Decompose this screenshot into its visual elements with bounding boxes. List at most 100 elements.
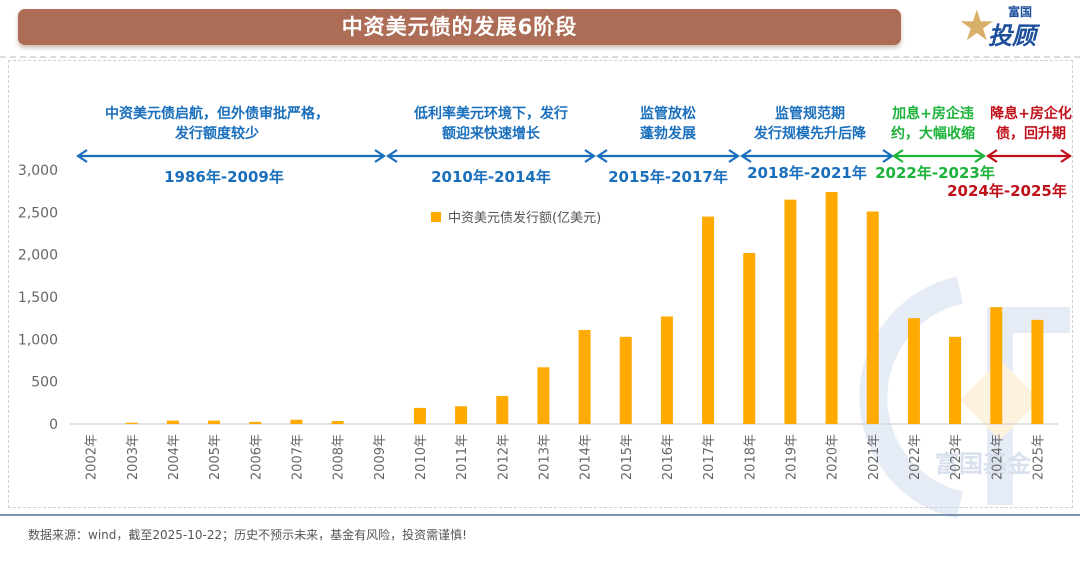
legend-label: 中资美元债发行额(亿美元) <box>448 210 601 226</box>
y-tick-label: 2,000 <box>18 248 58 264</box>
phase-description-line2: 发行规模先升后降 <box>753 125 867 142</box>
bar-2016年 <box>660 316 673 424</box>
x-tick-label: 2015年 <box>620 434 635 480</box>
arrow-left-icon <box>740 149 752 163</box>
phase-description-line2: 约，大幅收缩 <box>891 125 975 142</box>
x-tick-label: 2005年 <box>208 434 223 480</box>
x-tick-label: 2014年 <box>579 434 594 480</box>
bar-2003年 <box>125 422 138 424</box>
legend-swatch <box>431 212 441 222</box>
x-tick-label: 2010年 <box>414 434 429 480</box>
bar-2022年 <box>907 318 920 424</box>
logo-main-text: 投顾 <box>988 22 1036 50</box>
phase-description-line1: 低利率美元环境下，发行 <box>413 105 568 122</box>
brand-logo: ★ 富国 投顾 <box>958 1 1076 51</box>
bar-2014年 <box>578 330 591 424</box>
phase-description-line2: 债，回升期 <box>996 125 1066 142</box>
star-icon: ★ <box>958 1 996 50</box>
bar-2004年 <box>166 420 179 424</box>
x-tick-label: 2013年 <box>537 434 552 480</box>
bar-2015年 <box>619 336 632 424</box>
x-tick-label: 2021年 <box>867 434 882 480</box>
bar-2005年 <box>208 420 221 424</box>
x-tick-label: 2006年 <box>249 434 264 480</box>
x-tick-label: 2007年 <box>290 434 305 480</box>
bar-2025年 <box>1031 319 1044 424</box>
arrow-right-icon <box>728 149 740 163</box>
bar-2018年 <box>743 252 756 424</box>
phase-description-line2: 发行额度较少 <box>174 125 259 142</box>
y-tick-label: 500 <box>31 375 58 391</box>
bar-2024年 <box>990 307 1003 424</box>
phase-description-line2: 额迎来快速增长 <box>442 125 541 142</box>
arrow-left-icon <box>986 149 998 163</box>
header-divider <box>0 56 1080 58</box>
x-tick-label: 2016年 <box>661 434 676 480</box>
title-banner <box>18 9 901 45</box>
bar-2010年 <box>413 407 426 424</box>
x-tick-label: 2002年 <box>85 434 100 480</box>
arrow-right-icon <box>882 149 894 163</box>
y-tick-label: 2,500 <box>18 205 58 221</box>
bar-2023年 <box>949 336 962 424</box>
y-tick-label: 1,000 <box>18 332 58 348</box>
phase-period: 2018年-2021年 <box>747 164 867 182</box>
arrow-left-icon <box>76 149 88 163</box>
footer-divider <box>0 514 1080 516</box>
logo-top-text: 富国 <box>1008 5 1033 19</box>
bar-2012年 <box>496 396 509 424</box>
x-tick-label: 2020年 <box>826 434 841 480</box>
x-tick-label: 2003年 <box>126 434 141 480</box>
bar-2021年 <box>866 211 879 424</box>
bar-2008年 <box>331 421 344 424</box>
x-tick-label: 2023年 <box>949 434 964 480</box>
footer-note: 数据来源：wind，截至2025-10-22；历史不预示未来，基金有风险，投资需… <box>28 528 467 542</box>
bar-2019年 <box>784 199 797 424</box>
bar-2013年 <box>537 367 550 424</box>
bar-2020年 <box>825 192 838 424</box>
arrow-left-icon <box>596 149 608 163</box>
phase-period: 2010年-2014年 <box>431 168 551 186</box>
x-tick-label: 2004年 <box>167 434 182 480</box>
phase-description-line1: 中资美元债启航，但外债审批严格， <box>105 105 329 122</box>
arrow-left-icon <box>892 149 904 163</box>
phase-description-line1: 监管放松 <box>640 105 696 122</box>
legend: 中资美元债发行额(亿美元) <box>431 210 601 226</box>
x-tick-label: 2025年 <box>1031 434 1046 480</box>
arrow-right-icon <box>374 149 386 163</box>
phase-description-line1: 加息+房企违 <box>891 105 974 122</box>
page-title: 中资美元债的发展6阶段 <box>341 15 578 39</box>
x-tick-label: 2024年 <box>990 434 1005 480</box>
arrow-right-icon <box>1060 149 1072 163</box>
phase-description-line2: 蓬勃发展 <box>640 125 696 142</box>
bar-2011年 <box>455 406 468 424</box>
x-tick-label: 2017年 <box>702 434 717 480</box>
phase-period: 1986年-2009年 <box>164 168 284 186</box>
watermark-text: 富国基金 <box>935 450 1032 478</box>
phase-period: 2024年-2025年 <box>947 182 1067 200</box>
x-tick-label: 2019年 <box>784 434 799 480</box>
x-tick-label: 2018年 <box>743 434 758 480</box>
y-tick-label: 1,500 <box>18 290 58 306</box>
x-tick-label: 2022年 <box>908 434 923 480</box>
x-tick-label: 2008年 <box>332 434 347 480</box>
bar-2006年 <box>249 421 262 424</box>
x-tick-label: 2009年 <box>373 434 388 480</box>
phase-description-line1: 降息+房企化 <box>990 105 1072 122</box>
y-tick-label: 3,000 <box>18 163 58 179</box>
bar-2017年 <box>702 216 715 424</box>
x-tick-label: 2011年 <box>455 434 470 480</box>
arrow-left-icon <box>386 149 398 163</box>
arrow-right-icon <box>584 149 596 163</box>
x-tick-label: 2012年 <box>496 434 511 480</box>
chart-frame <box>8 60 1073 508</box>
phase-period: 2015年-2017年 <box>608 168 728 186</box>
y-tick-label: 0 <box>49 417 58 433</box>
arrow-right-icon <box>974 149 986 163</box>
